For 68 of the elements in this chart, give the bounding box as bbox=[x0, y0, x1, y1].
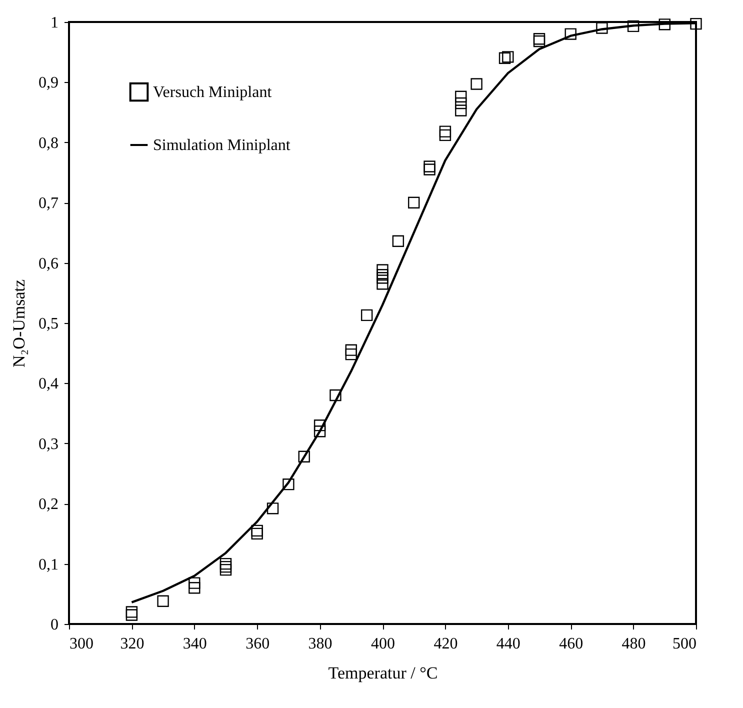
point bbox=[220, 558, 232, 570]
point bbox=[498, 52, 511, 64]
point bbox=[376, 272, 388, 284]
point bbox=[596, 22, 608, 34]
y-tick-label: 0,3 bbox=[38, 436, 58, 453]
y-tick-label: 0,2 bbox=[38, 496, 58, 514]
x-tick-label: 360 bbox=[246, 636, 270, 652]
y-tick-label: 0,1 bbox=[38, 556, 58, 574]
point bbox=[330, 389, 342, 402]
point bbox=[251, 524, 263, 537]
point bbox=[424, 164, 436, 176]
point bbox=[376, 278, 388, 290]
point bbox=[502, 51, 514, 63]
x-tick-label: 340 bbox=[182, 636, 207, 652]
point bbox=[376, 264, 388, 276]
point bbox=[345, 348, 357, 360]
x-tick-label: 380 bbox=[308, 636, 332, 652]
y-tick-label: 0,4 bbox=[38, 376, 58, 393]
point bbox=[126, 609, 138, 621]
point bbox=[424, 160, 436, 172]
point bbox=[345, 344, 357, 356]
point bbox=[627, 20, 640, 32]
point bbox=[282, 478, 294, 490]
y-tick-label: 0,6 bbox=[38, 255, 58, 272]
point bbox=[455, 104, 467, 116]
y-tick-label: 0,9 bbox=[38, 74, 58, 92]
x-tick-label: 400 bbox=[371, 636, 395, 652]
point bbox=[188, 577, 200, 589]
point bbox=[314, 426, 326, 438]
point bbox=[408, 196, 420, 208]
point bbox=[126, 606, 138, 618]
x-tick-label: 480 bbox=[622, 636, 646, 652]
x-axis-title: Temperatur / °C bbox=[328, 664, 438, 682]
y-tick-label: 0,5 bbox=[38, 316, 58, 332]
point bbox=[376, 268, 388, 281]
y-axis-title: N₂O-Umsatz bbox=[10, 279, 28, 368]
y-tick-label: 1 bbox=[50, 14, 58, 32]
point bbox=[455, 97, 467, 110]
point bbox=[470, 78, 482, 90]
x-tick-label: 300 bbox=[70, 636, 94, 652]
y-tick-label: 0 bbox=[50, 616, 58, 634]
point bbox=[220, 564, 232, 576]
point bbox=[220, 560, 232, 573]
legend-label: Simulation Miniplant bbox=[153, 137, 291, 154]
y-tick-label: 0,8 bbox=[38, 134, 58, 152]
point bbox=[360, 309, 373, 322]
point bbox=[690, 18, 702, 30]
x-tick-label: 440 bbox=[496, 636, 520, 652]
legend-label: Versuch Miniplant bbox=[153, 84, 272, 101]
x-tick-label: 320 bbox=[120, 636, 144, 652]
y-tick-label: 0,7 bbox=[38, 195, 58, 212]
x-tick-label: 420 bbox=[434, 636, 458, 652]
x-tick-label: 500 bbox=[672, 636, 696, 652]
point bbox=[157, 595, 169, 607]
point bbox=[188, 582, 200, 594]
point bbox=[251, 528, 263, 540]
point bbox=[658, 18, 670, 30]
point bbox=[266, 502, 279, 514]
point bbox=[564, 28, 576, 40]
point bbox=[455, 90, 467, 102]
point bbox=[298, 450, 310, 462]
point bbox=[533, 33, 546, 45]
point bbox=[533, 35, 546, 48]
point bbox=[439, 129, 452, 142]
x-tick-label: 460 bbox=[559, 636, 584, 652]
point bbox=[392, 235, 404, 247]
point bbox=[439, 126, 452, 138]
point bbox=[314, 419, 326, 432]
